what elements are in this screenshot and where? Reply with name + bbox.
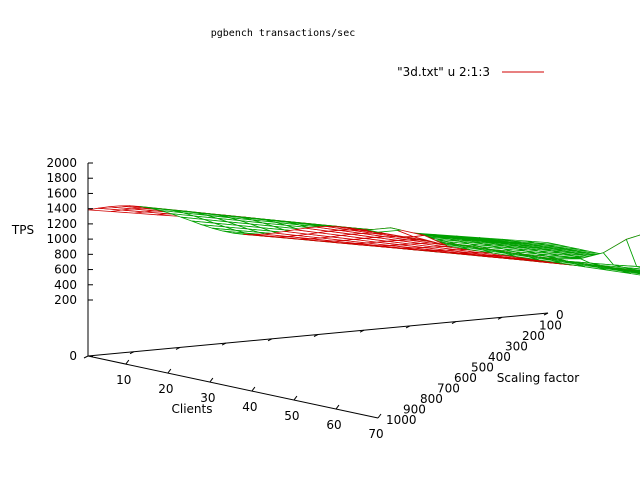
chart-title: pgbench transactions/sec [211,28,356,39]
y-tick-label: 700 [437,382,460,396]
tick-labels: 0200400600800100012001400160018002000102… [46,156,563,441]
z-tick-label: 1400 [46,202,77,216]
x-tick [377,413,382,419]
z-tick-label: 2000 [46,156,77,170]
y-tick [543,312,549,316]
y-tick-label: 800 [420,392,443,406]
y-tick [175,346,181,350]
y-axis-label: Scaling factor [497,371,579,385]
y-tick [405,325,411,329]
z-tick-label: 0 [69,349,77,363]
y-tick-label: 900 [403,403,426,417]
y-tick-label: 100 [539,319,562,333]
surface-mesh [87,205,640,276]
x-tick-label: 30 [200,391,215,405]
x-tick-label: 40 [242,400,257,414]
z-tick-label: 1000 [46,232,77,246]
x-tick [251,386,256,392]
legend: "3d.txt" u 2:1:3 [397,65,544,79]
z-tick-label: 800 [54,247,77,261]
y-tick [313,334,319,337]
z-tick-label: 1800 [46,171,77,185]
y-tick [451,321,457,325]
x-tick [293,395,298,401]
y-tick-label: 500 [471,361,494,375]
y-tick-label: 600 [454,371,477,385]
x-tick [125,359,130,365]
y-tick [129,351,135,355]
x-tick [209,377,214,383]
x-tick-label: 50 [284,409,299,423]
z-tick-label: 1200 [46,217,77,231]
x-tick-label: 10 [116,373,131,387]
y-tick-label: 300 [505,340,528,354]
z-tick-label: 400 [54,278,77,292]
z-axis-label: TPS [11,223,34,237]
legend-label: "3d.txt" u 2:1:3 [397,65,490,79]
z-tick-label: 200 [54,293,77,307]
surface-cell [367,227,402,233]
y-tick [83,355,89,359]
x-tick-label: 20 [158,382,173,396]
y-tick-label: 400 [488,350,511,364]
x-tick [167,368,172,374]
y-tick-label: 1000 [386,413,417,427]
y-tick [221,342,227,346]
x-tick [335,404,340,410]
z-tick-label: 600 [54,263,77,277]
axes [83,162,549,419]
y-tick [497,316,503,320]
y-tick [267,338,273,342]
x-axis [87,355,379,419]
y-tick-label: 0 [556,308,564,322]
x-tick-label: 60 [326,418,341,432]
x-tick-label: 70 [368,427,383,441]
y-tick-label: 200 [522,329,545,343]
x-axis-label: Clients [172,402,213,416]
y-tick [359,329,365,333]
z-tick-label: 1600 [46,186,77,200]
